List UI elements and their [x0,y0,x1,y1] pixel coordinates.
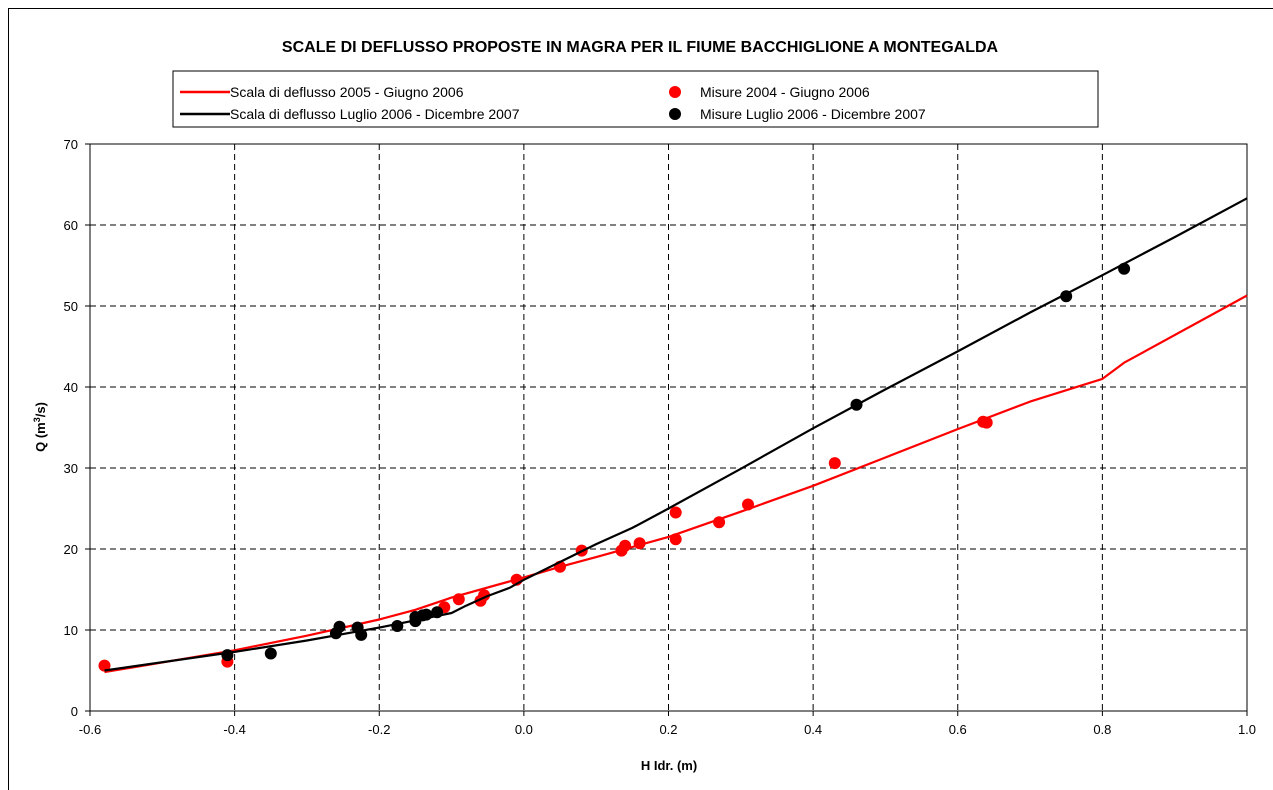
x-axis-label: H Idr. (m) [641,758,697,773]
series-1 [104,294,1248,674]
y-axis-label: Q (m3/s) [32,402,48,452]
y-tick-label: 50 [64,299,78,314]
data-point [619,539,632,552]
data-point [669,533,682,546]
data-point [264,647,277,660]
chart-frame [8,8,1273,790]
legend-item: Misure 2004 - Giugno 2006 [669,84,870,100]
legend-label: Misure Luglio 2006 - Dicembre 2007 [700,106,926,122]
series-4 [221,262,1131,662]
y-tick-label: 10 [64,623,78,638]
data-point [713,516,726,529]
x-tick-label: 1.0 [1238,722,1256,737]
x-tick-label: 0.2 [659,722,677,737]
data-point [221,649,234,662]
chart-title: SCALE DI DEFLUSSO PROPOSTE IN MAGRA PER … [282,39,999,56]
data-point [1118,262,1131,275]
data-point [1060,290,1073,303]
legend-item: Scala di deflusso 2005 - Giugno 2006 [180,84,464,100]
y-tick-label: 70 [64,137,78,152]
x-tick-label: 0.4 [804,722,822,737]
legend: Scala di deflusso 2005 - Giugno 2006 Misu… [172,70,1099,128]
legend-label: Scala di deflusso Luglio 2006 - Dicembre… [230,106,520,122]
y-tick-label: 20 [64,542,78,557]
data-point [850,398,863,411]
x-tick-label: -0.2 [368,722,390,737]
series-line [104,294,1248,674]
data-point [742,498,754,511]
legend-marker-swatch [669,86,681,98]
y-tick-label: 60 [64,218,78,233]
x-tick-label: 0.0 [515,722,533,737]
data-point [980,416,993,429]
data-point [98,659,111,672]
x-tick-label: 0.6 [949,722,967,737]
data-point [452,593,465,606]
data-point [633,537,646,550]
x-axis-ticks: -0.6 -0.4 -0.2 0.0 0.2 0.4 0.6 0.8 1.0 [79,711,1256,737]
series-layer [98,197,1248,674]
legend-label: Misure 2004 - Giugno 2006 [700,84,870,100]
legend-marker-swatch [669,108,681,120]
y-tick-label: 30 [64,461,78,476]
data-point [669,506,682,519]
data-point [355,628,368,641]
legend-box [172,70,1099,128]
legend-item: Scala di deflusso Luglio 2006 - Dicembre… [180,106,520,122]
x-tick-label: -0.4 [223,722,245,737]
y-axis-ticks: 0 10 20 30 40 50 60 70 [64,137,90,719]
data-point [391,620,404,632]
legend-item: Misure Luglio 2006 - Dicembre 2007 [669,106,926,122]
y-tick-label: 0 [71,704,78,719]
data-point [420,608,433,621]
data-point [828,457,841,470]
y-tick-label: 40 [64,380,78,395]
data-point [431,606,444,619]
legend-label: Scala di deflusso 2005 - Giugno 2006 [230,84,464,100]
x-tick-label: -0.6 [79,722,101,737]
x-tick-label: 0.8 [1093,722,1111,737]
data-point [333,620,346,633]
